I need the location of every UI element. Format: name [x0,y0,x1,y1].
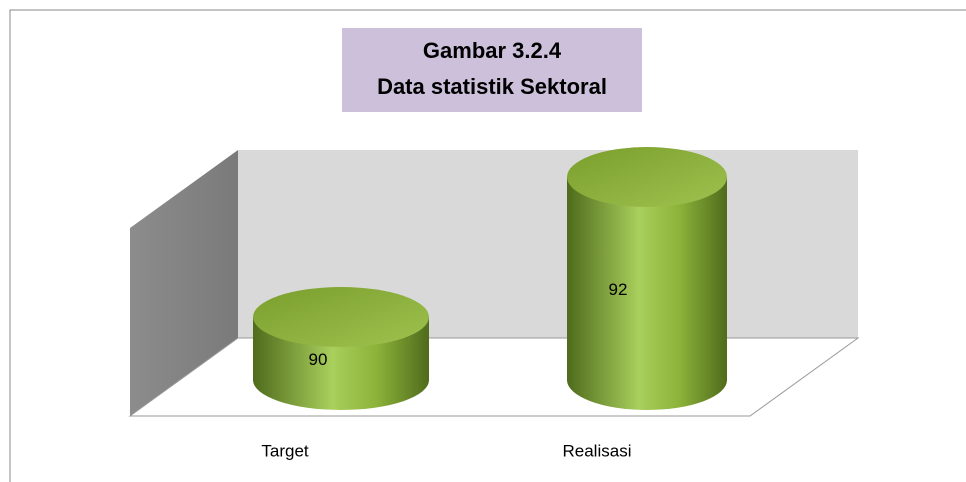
chart-title: Gambar 3.2.4 [423,38,562,63]
frame [9,9,966,482]
floor [128,337,860,417]
x-tick-label: Realisasi [563,441,632,460]
side-wall [130,150,238,416]
x-tick-label: Target [261,441,309,460]
value-label: 90 [309,350,328,369]
chart-title: Data statistik Sektoral [377,74,607,99]
bar [567,177,727,410]
bar-top [567,147,727,207]
bar-top [253,287,429,347]
title-box [342,28,642,112]
value-label: 92 [609,280,628,299]
